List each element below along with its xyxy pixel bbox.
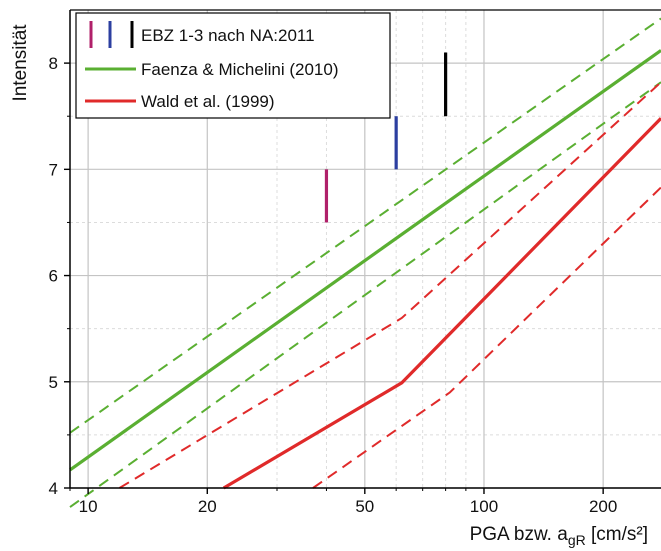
series-line-4 (222, 117, 661, 490)
legend-label-ebz: EBZ 1-3 nach NA:2011 (141, 26, 315, 45)
x-tick-label: 200 (589, 497, 617, 516)
x-axis-label-main: PGA bzw. a (470, 524, 569, 545)
series-line-2 (69, 17, 661, 434)
x-tick-label: 50 (355, 497, 374, 516)
x-tick-label: 100 (470, 497, 498, 516)
series-line-1 (69, 49, 661, 472)
legend-label-wald: Wald et al. (1999) (141, 92, 275, 111)
legend: EBZ 1-3 nach NA:2011 Faenza & Michelini … (75, 12, 391, 119)
y-tick-label: 4 (49, 479, 58, 498)
x-axis-label: PGA bzw. agR [cm/s²] (470, 524, 648, 548)
series-line-5 (118, 81, 661, 489)
x-tick-label: 20 (198, 497, 217, 516)
y-tick-label: 6 (49, 267, 58, 286)
series-line-6 (312, 186, 661, 489)
y-tick-label: 8 (49, 54, 58, 73)
x-tick-label: 10 (79, 497, 98, 516)
axes (64, 9, 661, 494)
y-tick-label: 5 (49, 373, 58, 392)
y-axis-label: Intensität (10, 24, 31, 102)
y-tick-label: 7 (49, 160, 58, 179)
x-axis-label-unit: [cm/s²] (586, 524, 648, 545)
tick-labels: 10 20 50 100 200 4 5 6 7 8 (49, 54, 618, 516)
series-line-3 (69, 81, 661, 508)
legend-label-faenza: Faenza & Michelini (2010) (141, 60, 338, 79)
ebz-bars (324, 52, 448, 223)
series-group (69, 17, 661, 508)
x-axis-label-sub: gR (568, 532, 586, 548)
